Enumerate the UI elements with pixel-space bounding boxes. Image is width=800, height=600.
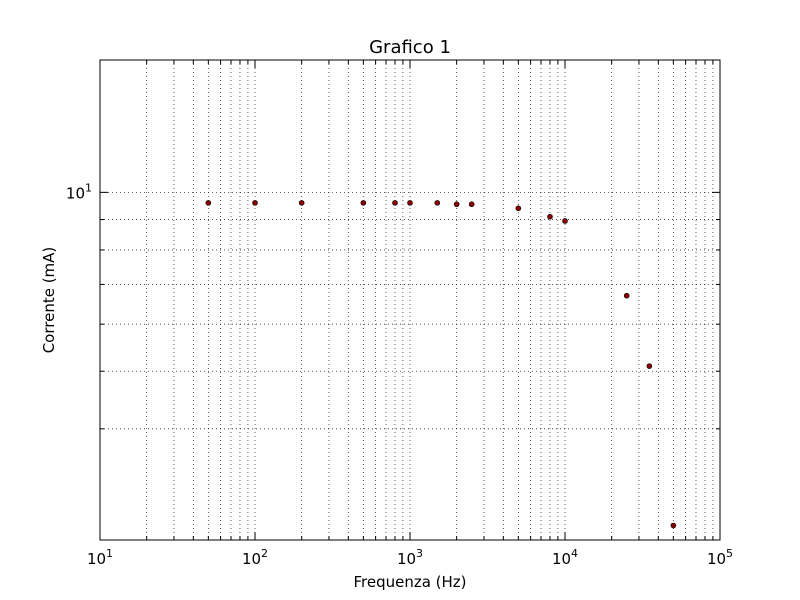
data-point — [515, 205, 522, 212]
x-tick-label: 103 — [397, 547, 423, 568]
data-point — [468, 201, 475, 208]
x-tick-label: 104 — [552, 547, 578, 568]
x-tick-label: 101 — [87, 547, 113, 568]
data-points — [205, 200, 677, 529]
data-point — [670, 522, 677, 529]
data-point — [562, 218, 568, 224]
data-point — [453, 201, 460, 208]
data-point — [392, 200, 398, 206]
data-point — [547, 213, 553, 220]
x-tick-label: 102 — [242, 547, 268, 568]
data-point — [407, 200, 413, 206]
chart-title: Grafico 1 — [369, 37, 451, 58]
tick-labels: 101 101 102 103 104 105 — [66, 181, 733, 568]
x-axis-label: Frequenza (Hz) — [353, 573, 466, 591]
x-tick-label: 105 — [707, 547, 733, 568]
minor-ticks — [100, 60, 720, 540]
data-point — [205, 200, 212, 206]
data-point — [298, 200, 305, 206]
y-tick-label: 101 — [66, 181, 92, 202]
plot-area-frame — [99, 59, 721, 541]
data-point — [646, 363, 653, 369]
data-point — [360, 200, 367, 206]
data-point — [252, 200, 258, 206]
data-point — [434, 200, 441, 206]
grid — [100, 60, 720, 540]
data-point — [623, 292, 630, 299]
y-axis-label: Corrente (mA) — [40, 247, 58, 354]
